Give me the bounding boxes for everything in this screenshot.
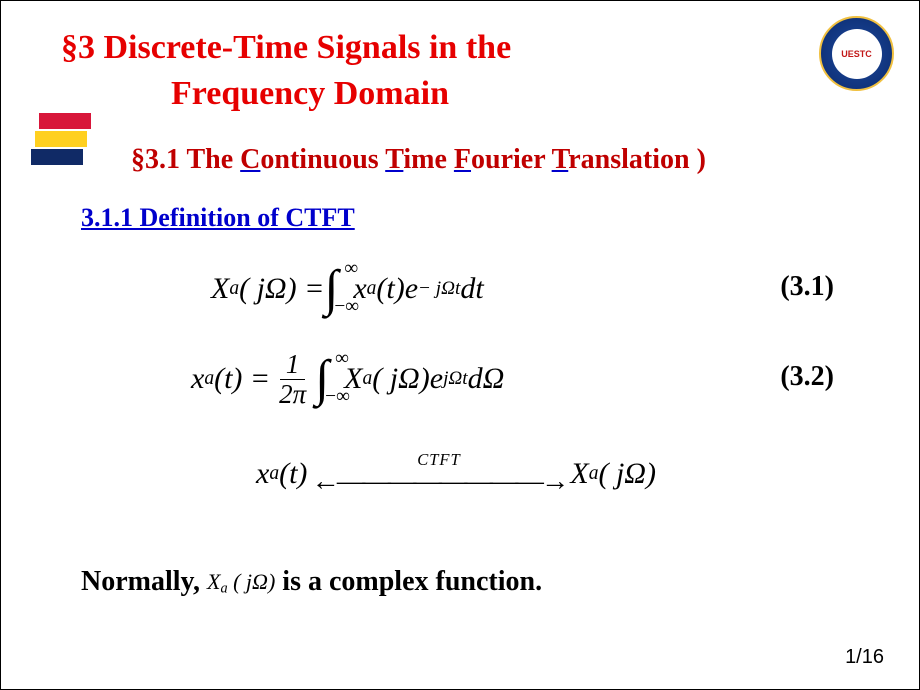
section-subtitle: §3.1 The Continuous Time Fourier Transla… <box>131 144 706 176</box>
slide-title: §3 Discrete-Time Signals in the Frequenc… <box>61 25 511 117</box>
footnote-text: Normally, Xa ( jΩ) is a complex function… <box>81 566 542 598</box>
equation-number-3-1: (3.1) <box>780 271 834 303</box>
equation-ctft-pair: xa (t) CTFT ←————————→ Xa ( jΩ) <box>256 451 656 497</box>
title-line-2: Frequency Domain <box>61 71 511 117</box>
title-line-1: §3 Discrete-Time Signals in the <box>61 25 511 71</box>
equation-3-1: Xa ( jΩ) = ∫∞−∞ xa (t)e− jΩtdt <box>211 259 484 319</box>
subsection-heading: 3.1.1 Definition of CTFT <box>81 203 355 233</box>
university-logo: UESTC <box>819 16 894 91</box>
page-number: 1/16 <box>845 646 884 669</box>
logo-text: UESTC <box>832 29 882 79</box>
equation-number-3-2: (3.2) <box>780 361 834 393</box>
equation-3-2: xa (t) = 12π ∫∞−∞ Xa ( jΩ)e jΩtdΩ <box>191 341 504 417</box>
slide: UESTC §3 Discrete-Time Signals in the Fr… <box>0 0 920 690</box>
corner-decoration <box>31 113 91 173</box>
